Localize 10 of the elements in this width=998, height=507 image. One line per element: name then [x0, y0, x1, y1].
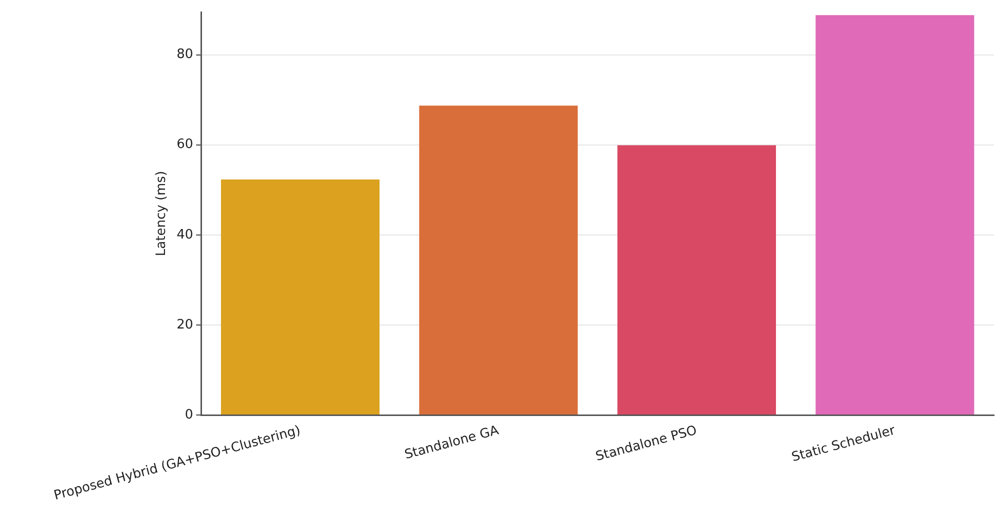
y-tick-label: 0: [184, 407, 194, 422]
bar: [617, 145, 776, 415]
y-axis-title: Latency (ms): [154, 170, 170, 256]
y-tick-label: 40: [176, 227, 194, 242]
bar: [220, 180, 380, 415]
y-tick-label: 80: [176, 47, 194, 62]
bar: [419, 106, 578, 415]
y-tick-label: 60: [176, 137, 194, 152]
bar: [816, 15, 974, 415]
y-tick-label: 20: [176, 317, 194, 332]
